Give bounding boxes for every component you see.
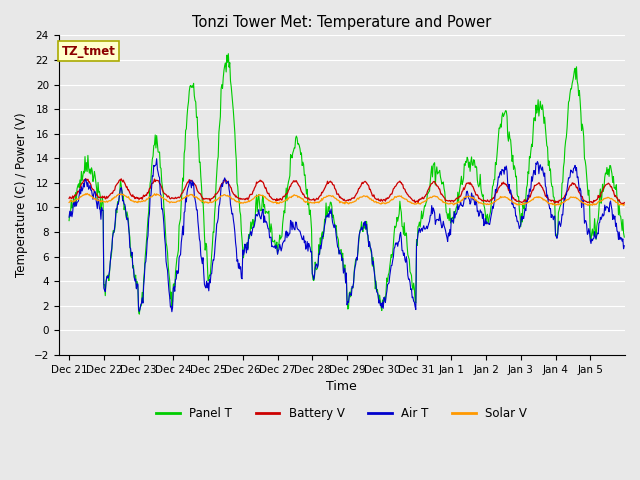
Panel T (282, 185, 290, 191)
Text: TZ_tmet: TZ_tmet (61, 45, 115, 58)
Panel T (234, 183, 241, 189)
Air T (436, 216, 444, 222)
Battery V (436, 186, 444, 192)
Solar V (260, 193, 268, 199)
Solar V (282, 198, 289, 204)
Panel T (65, 218, 73, 224)
Air T (168, 309, 176, 314)
Title: Tonzi Tower Met: Temperature and Power: Tonzi Tower Met: Temperature and Power (192, 15, 492, 30)
Panel T (436, 174, 444, 180)
Solar V (131, 199, 139, 204)
Battery V (618, 202, 626, 207)
Line: Solar V: Solar V (69, 193, 624, 205)
Air T (620, 243, 628, 249)
Line: Panel T: Panel T (69, 54, 624, 314)
Battery V (620, 200, 628, 205)
Line: Air T: Air T (69, 159, 624, 312)
Legend: Panel T, Battery V, Air T, Solar V: Panel T, Battery V, Air T, Solar V (152, 402, 532, 425)
Battery V (131, 196, 139, 202)
Solar V (233, 199, 241, 205)
Solar V (83, 191, 91, 196)
Panel T (136, 311, 143, 317)
Battery V (260, 184, 268, 190)
Solar V (65, 200, 73, 205)
Solar V (584, 203, 592, 208)
Air T (406, 276, 413, 282)
Line: Battery V: Battery V (69, 179, 624, 204)
Y-axis label: Temperature (C) / Power (V): Temperature (C) / Power (V) (15, 113, 28, 277)
Panel T (225, 51, 232, 57)
Battery V (65, 195, 73, 201)
Panel T (620, 234, 628, 240)
Solar V (436, 196, 444, 202)
Panel T (261, 210, 269, 216)
Air T (234, 257, 241, 263)
Solar V (620, 202, 628, 207)
Air T (261, 219, 269, 225)
Air T (65, 214, 73, 220)
Air T (153, 156, 161, 162)
Battery V (404, 193, 412, 199)
X-axis label: Time: Time (326, 380, 357, 393)
Battery V (233, 194, 241, 200)
Air T (131, 275, 138, 280)
Panel T (131, 274, 138, 280)
Panel T (406, 257, 413, 263)
Battery V (282, 192, 289, 198)
Battery V (82, 176, 90, 181)
Air T (282, 228, 290, 234)
Solar V (404, 199, 412, 204)
